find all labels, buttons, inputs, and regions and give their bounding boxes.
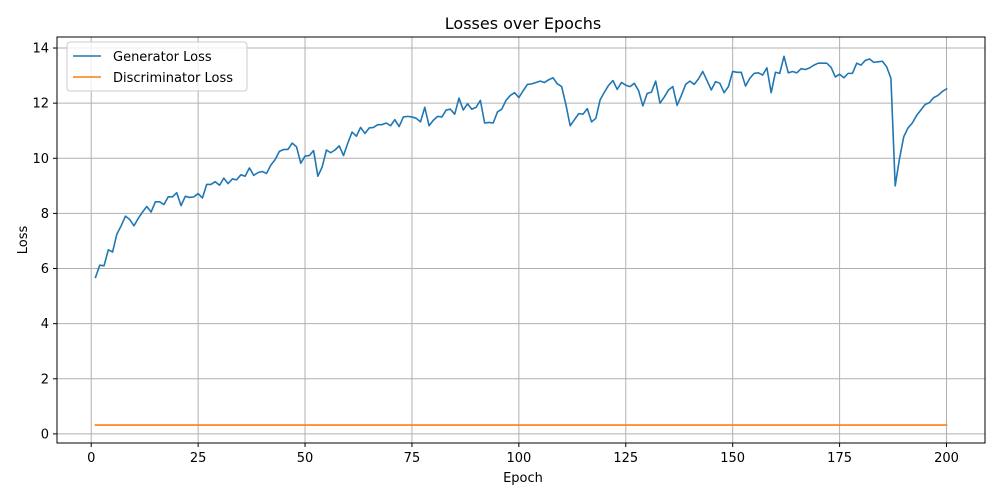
legend-label: Discriminator Loss — [113, 71, 233, 86]
y-tick-label: 0 — [41, 427, 49, 442]
x-tick-label: 150 — [720, 451, 745, 466]
y-axis-label: Loss — [16, 226, 31, 255]
y-tick-label: 12 — [32, 97, 49, 112]
legend-box — [66, 41, 248, 92]
y-tick-label: 4 — [41, 317, 49, 332]
series-line-generator-loss — [94, 55, 948, 279]
x-tick-label: 50 — [297, 451, 314, 466]
axes-frame — [56, 36, 986, 444]
grid-lines — [57, 37, 985, 443]
series-lines — [94, 55, 948, 426]
x-tick-label: 0 — [87, 451, 95, 466]
x-tick-label: 175 — [827, 451, 852, 466]
legend-label: Generator Loss — [113, 50, 212, 65]
y-axis-ticks: 0 2 4 6 8 10 12 14 — [32, 42, 57, 442]
chart-title: Losses over Epochs — [445, 14, 601, 33]
x-tick-label: 200 — [934, 451, 959, 466]
x-tick-label: 100 — [506, 451, 531, 466]
x-tick-label: 125 — [613, 451, 638, 466]
y-tick-label: 2 — [41, 372, 49, 387]
x-axis-ticks: 0 25 50 75 100 125 150 175 200 — [87, 443, 959, 466]
x-tick-label: 25 — [190, 451, 207, 466]
y-tick-label: 6 — [41, 262, 49, 277]
y-tick-label: 14 — [32, 42, 49, 57]
y-tick-label: 10 — [32, 152, 49, 167]
x-axis-label: Epoch — [503, 471, 543, 486]
x-tick-label: 75 — [404, 451, 421, 466]
y-tick-label: 8 — [41, 207, 49, 222]
legend: Generator Loss Discriminator Loss — [66, 41, 248, 92]
